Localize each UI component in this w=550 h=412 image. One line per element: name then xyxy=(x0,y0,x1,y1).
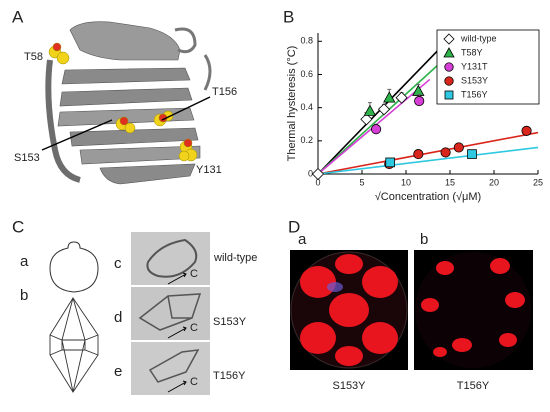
y-tick-label: 0.4 xyxy=(300,102,313,112)
residue-label: T156 xyxy=(212,86,237,98)
fluorescence-images xyxy=(290,250,533,370)
marker xyxy=(443,47,455,58)
x-axis-label: √Concentration (√μM) xyxy=(375,191,481,203)
panel-letter: B xyxy=(283,7,294,26)
panel-letter: C xyxy=(12,217,24,236)
marker xyxy=(412,84,425,96)
residue-label: Y131 xyxy=(196,164,222,176)
sub-letter: b xyxy=(20,287,28,304)
fit-line xyxy=(317,131,539,175)
x-tick-label: 20 xyxy=(489,177,499,187)
residue-label: T58 xyxy=(24,51,43,63)
y-axis-label: Thermal hysteresis (°C) xyxy=(286,46,298,162)
residue-label: S153 xyxy=(14,152,40,164)
sub-letter: a xyxy=(298,231,307,248)
marker xyxy=(444,62,454,72)
axis-label: C xyxy=(190,322,198,334)
variant-label: T156Y xyxy=(457,380,490,392)
axis-label: C xyxy=(190,268,198,280)
legend-label: wild-type xyxy=(460,33,497,43)
marker xyxy=(444,76,454,86)
x-tick-label: 25 xyxy=(533,177,543,187)
legend-label: T156Y xyxy=(461,89,488,99)
marker xyxy=(395,91,408,104)
marker xyxy=(385,157,395,168)
marker xyxy=(444,90,454,100)
variant-label: T156Y xyxy=(213,370,246,382)
residue-spheres xyxy=(48,42,198,162)
marker xyxy=(440,147,451,158)
marker xyxy=(414,95,425,107)
sub-letter: a xyxy=(20,253,29,270)
marker xyxy=(360,113,373,126)
marker xyxy=(311,167,325,181)
panel-letter: D xyxy=(288,217,300,236)
marker xyxy=(383,91,396,103)
sub-letter: c xyxy=(114,255,122,272)
sub-letter: b xyxy=(420,231,428,248)
marker xyxy=(521,125,532,136)
fit-line xyxy=(317,146,539,175)
marker xyxy=(443,33,455,45)
y-tick-label: 0 xyxy=(308,168,313,178)
x-tick-label: 5 xyxy=(359,177,364,187)
axis-label: C xyxy=(190,376,198,388)
variant-label: S153Y xyxy=(213,316,247,328)
legend-label: T58Y xyxy=(461,47,483,57)
legend-label: S153Y xyxy=(461,75,488,85)
pointer-line xyxy=(41,119,113,151)
x-tick-label: 0 xyxy=(315,177,320,187)
chart: 0 0.2 0.4 0.6 0.8 0 5 10 15 20 25 √Concentration (√… xyxy=(286,29,543,203)
marker xyxy=(371,124,382,135)
sub-letter: e xyxy=(114,363,122,380)
protein-ribbon xyxy=(45,21,212,185)
marker xyxy=(363,104,377,116)
marker xyxy=(467,149,477,159)
variant-label: wild-type xyxy=(213,252,257,264)
variant-label: S153Y xyxy=(332,380,366,392)
x-tick-label: 10 xyxy=(401,177,411,187)
x-tick-label: 15 xyxy=(445,177,455,187)
panel-letter: A xyxy=(12,7,24,26)
y-tick-label: 0.6 xyxy=(300,69,313,79)
legend-label: Y131T xyxy=(461,61,488,71)
y-tick-label: 0.2 xyxy=(300,135,313,145)
legend-box xyxy=(436,29,540,105)
pointer-line xyxy=(161,96,211,121)
marker xyxy=(453,142,464,153)
marker xyxy=(413,149,424,160)
bipyramid-drawing xyxy=(49,297,99,393)
droplet-drawing xyxy=(49,241,99,293)
marker xyxy=(377,103,391,116)
crystal-images xyxy=(131,232,210,395)
sub-letter: d xyxy=(114,309,122,326)
y-tick-label: 0.8 xyxy=(300,36,313,46)
